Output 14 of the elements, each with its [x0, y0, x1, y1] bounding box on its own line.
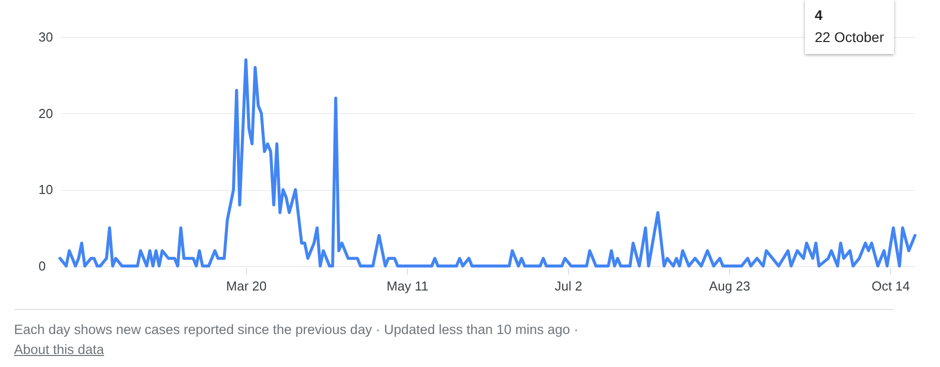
x-tick-label: Jul 2 [554, 278, 582, 294]
x-tick-label: Mar 20 [226, 278, 267, 294]
x-tick-label: Aug 23 [709, 278, 750, 294]
x-tick-label: Oct 14 [872, 278, 910, 294]
x-tick-label: May 11 [386, 278, 428, 294]
text: About this data [14, 341, 106, 359]
y-tick-label: 0 [38, 258, 46, 274]
annotation: 22 October [814, 28, 884, 47]
y-tick-label: 20 [38, 106, 53, 121]
text: 4 [814, 6, 824, 25]
text: Each day shows new cases reported since the previous day · Updated less than 10 mins ago · [14, 321, 580, 339]
y-tick-label: 10 [38, 182, 53, 198]
line-series [58, 58, 916, 268]
y-tick-label: 30 [38, 30, 53, 44]
